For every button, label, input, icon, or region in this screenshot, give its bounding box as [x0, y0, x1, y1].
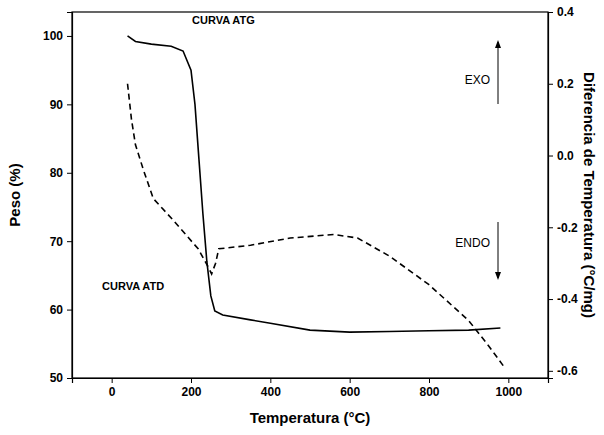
chart: 020040060080010005060708090100-0.6-0.4-0…	[0, 0, 604, 435]
tick-mark	[548, 371, 553, 372]
tick-mark	[508, 378, 509, 383]
x-axis-title: Temperatura (°C)	[250, 409, 371, 426]
tick-mark	[270, 378, 271, 383]
tick: 60	[50, 303, 72, 317]
arrow	[498, 222, 499, 278]
axis-line	[549, 13, 554, 379]
tick-label: 0.2	[557, 77, 574, 91]
y-axis: 50 60 70 80 90 100	[43, 13, 73, 386]
tick-mark	[67, 378, 72, 379]
tick-label: 50	[50, 371, 64, 385]
arrow	[498, 42, 499, 104]
tick-label: 0.4	[557, 5, 574, 19]
axis-line	[73, 379, 549, 384]
tick-label: 600	[340, 385, 360, 399]
tick: 800	[419, 378, 439, 399]
tick-label: 0	[109, 385, 116, 399]
tick-mark	[67, 310, 72, 311]
tick-label: 0.0	[557, 149, 574, 163]
tick-mark	[429, 378, 430, 383]
axis-line	[67, 13, 73, 379]
tick-mark	[67, 104, 72, 105]
plot-frame	[72, 12, 548, 378]
tick-mark	[548, 156, 553, 157]
tick-mark	[548, 12, 553, 13]
tick-mark	[548, 227, 553, 228]
series-line	[128, 36, 501, 332]
tick: 80	[50, 166, 72, 180]
arrow-head	[495, 40, 501, 48]
series-line	[128, 84, 505, 367]
tick: 600	[340, 378, 360, 399]
y2-axis: -0.6 -0.4 -0.2 0.0 0.2 0.4	[548, 5, 578, 378]
tick-label: 1000	[495, 385, 522, 399]
tick: 50	[50, 371, 72, 385]
tick: 200	[181, 378, 201, 399]
tick: 0	[109, 378, 116, 399]
tick-label: 100	[43, 29, 63, 43]
tick: 70	[50, 235, 72, 249]
tick-mark	[112, 378, 113, 383]
annotation: EXO	[465, 73, 490, 87]
tick: 90	[50, 98, 72, 112]
tick-label: 90	[50, 98, 64, 112]
tick: 0.0	[548, 149, 574, 163]
tick: 100	[43, 29, 72, 43]
tick: -0.6	[548, 364, 578, 378]
tick-label: -0.2	[557, 221, 578, 235]
tick: 0.4	[548, 5, 574, 19]
tick: -0.2	[548, 221, 578, 235]
series-label: CURVA ATG	[192, 14, 255, 26]
tick-label: -0.4	[557, 292, 578, 306]
tick-label: 70	[50, 235, 64, 249]
tick-mark	[350, 378, 351, 383]
arrow-head	[495, 272, 501, 280]
series-label: CURVA ATD	[102, 280, 164, 292]
tick: 0.2	[548, 77, 574, 91]
y-axis-title: Peso (%)	[6, 163, 23, 226]
tick-mark	[67, 36, 72, 37]
tick-mark	[67, 173, 72, 174]
tick-label: -0.6	[557, 364, 578, 378]
tick-mark	[67, 241, 72, 242]
tick-mark	[191, 378, 192, 383]
annotation: ENDO	[455, 236, 490, 250]
tick: -0.4	[548, 292, 578, 306]
x-axis: 0 200 400 600 800 1000	[73, 378, 549, 399]
tick-mark	[548, 299, 553, 300]
plot-area	[128, 36, 505, 367]
tick-label: 400	[261, 385, 281, 399]
tick-label: 200	[181, 385, 201, 399]
y2-axis-title: Diferencia de Temperatura (°C/mg)	[581, 72, 598, 318]
tick-mark	[548, 84, 553, 85]
tick: 1000	[495, 378, 522, 399]
tick-label: 800	[419, 385, 439, 399]
tick-label: 80	[50, 166, 64, 180]
tick: 400	[261, 378, 281, 399]
tick-label: 60	[50, 303, 64, 317]
